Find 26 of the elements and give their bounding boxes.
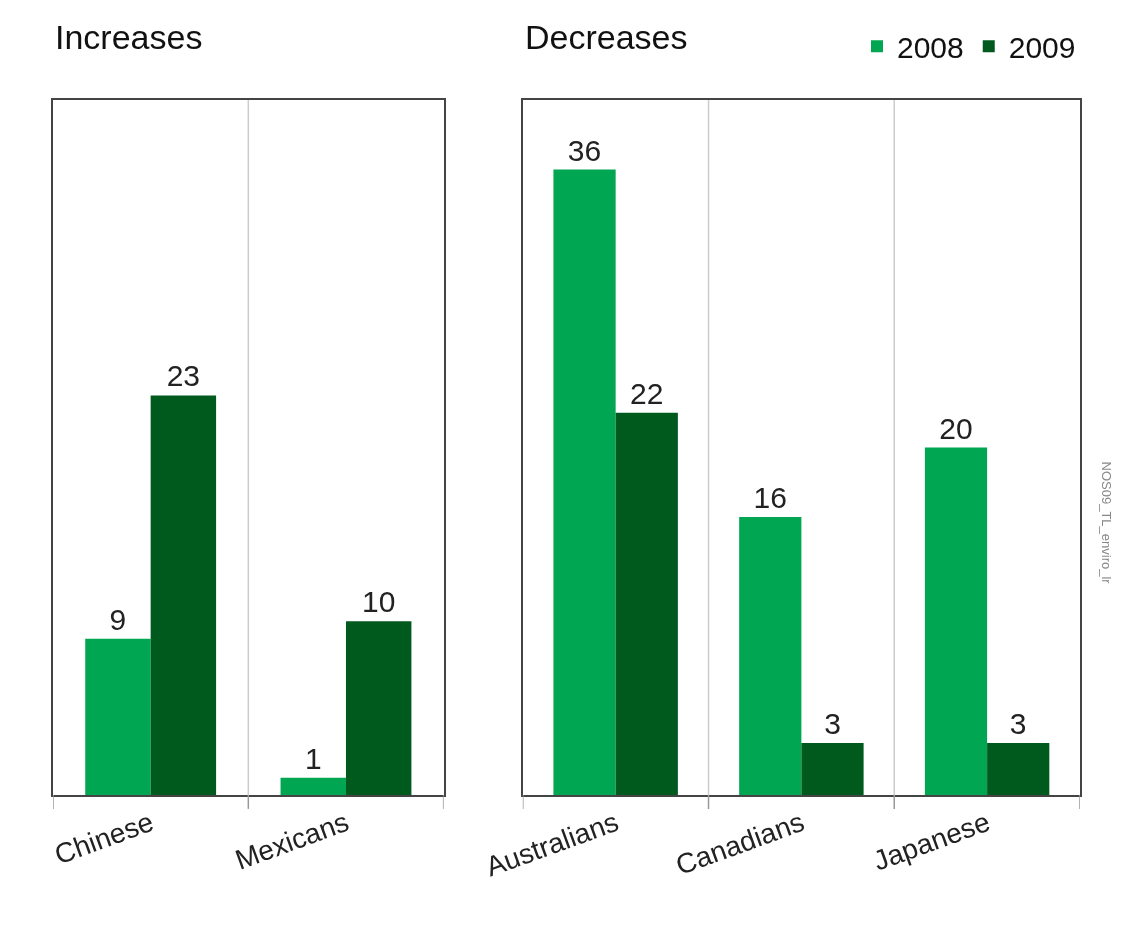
data-label: 3 — [1009, 706, 1027, 740]
bar — [924, 447, 988, 795]
bar — [739, 517, 802, 795]
bar — [801, 742, 864, 795]
data-label: 36 — [567, 133, 602, 167]
bar — [345, 621, 412, 795]
chart-title: Decreases — [525, 18, 688, 56]
bar — [280, 777, 346, 795]
text: NOS09_TL_enviro_lr — [1099, 461, 1115, 585]
bar — [987, 742, 1050, 795]
data-label: 10 — [362, 585, 396, 619]
data-label: 16 — [753, 481, 787, 514]
data-label: 20 — [939, 411, 973, 445]
data-label: 22 — [630, 376, 664, 410]
bar — [85, 638, 151, 795]
data-label: 3 — [824, 706, 841, 740]
data-label: 9 — [109, 602, 127, 636]
bar — [615, 412, 678, 795]
chart-title: Increases — [55, 18, 203, 56]
legend-label: 2009 — [1008, 30, 1076, 64]
bar — [553, 169, 616, 795]
data-label: 23 — [166, 359, 201, 393]
data-label: 1 — [304, 741, 322, 775]
x-tick-label: Chinese — [50, 806, 158, 871]
legend-label: 2008 — [897, 30, 964, 64]
bar — [150, 395, 217, 795]
